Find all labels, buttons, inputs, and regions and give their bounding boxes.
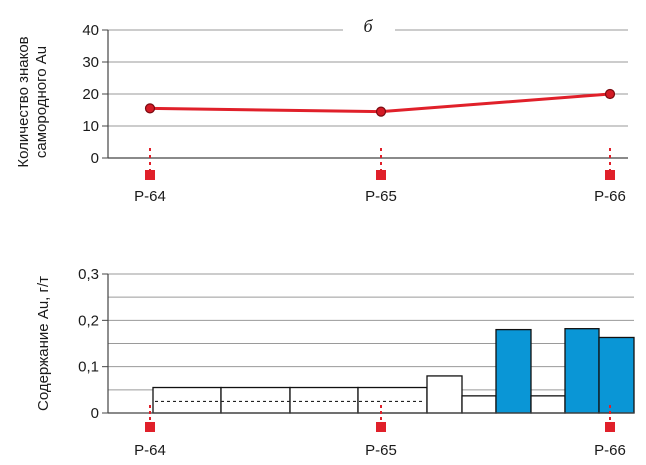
bar: [461, 395, 497, 414]
panel-label-bg: [343, 18, 395, 42]
x-tick-label: Р-66: [594, 442, 626, 459]
y-tick-label: 0: [91, 150, 99, 167]
data-point: [604, 88, 616, 100]
y-tick-label: 40: [82, 22, 99, 39]
well-marker: [605, 422, 615, 432]
well-marker: [145, 422, 155, 432]
bar: [530, 395, 566, 414]
bar: [426, 375, 463, 414]
y-tick-label: 0,2: [78, 312, 99, 329]
y-axis-title: Содержание Au, г/т: [35, 276, 52, 411]
well-marker: [145, 170, 155, 180]
x-tick-label: Р-64: [134, 188, 166, 205]
top-chart: 0 10 20 30 40 б Количество знаковсамородного A…: [15, 16, 628, 205]
x-tick-label: Р-66: [594, 188, 626, 205]
panel-label: б: [363, 16, 373, 36]
y-tick-label: 30: [82, 54, 99, 71]
bottom-chart: 0 0,1 0,2 0,3 Содержание Au, г/т Р-64 Р-65 Р-66: [35, 266, 635, 459]
x-tick-label: Р-65: [365, 442, 397, 459]
bar: [495, 328, 532, 414]
x-tick-label: Р-65: [365, 188, 397, 205]
bar: [564, 328, 600, 414]
y-axis-title: Количество знаковсамородного Au: [15, 36, 50, 167]
bar: [598, 336, 635, 414]
y-tick-label: 20: [82, 86, 99, 103]
data-point: [144, 103, 156, 114]
y-tick-label: 0: [91, 405, 99, 422]
bar: [289, 386, 359, 414]
y-tick-label: 0,1: [78, 359, 99, 376]
bar: [152, 386, 222, 414]
well-marker: [376, 422, 386, 432]
well-marker: [376, 170, 386, 180]
x-tick-label: Р-64: [134, 442, 166, 459]
bar: [357, 386, 428, 414]
well-marker: [605, 170, 615, 180]
y-tick-label: 10: [82, 118, 99, 135]
data-point: [375, 106, 387, 117]
y-tick-label: 0,3: [78, 266, 99, 283]
bar: [220, 386, 291, 414]
